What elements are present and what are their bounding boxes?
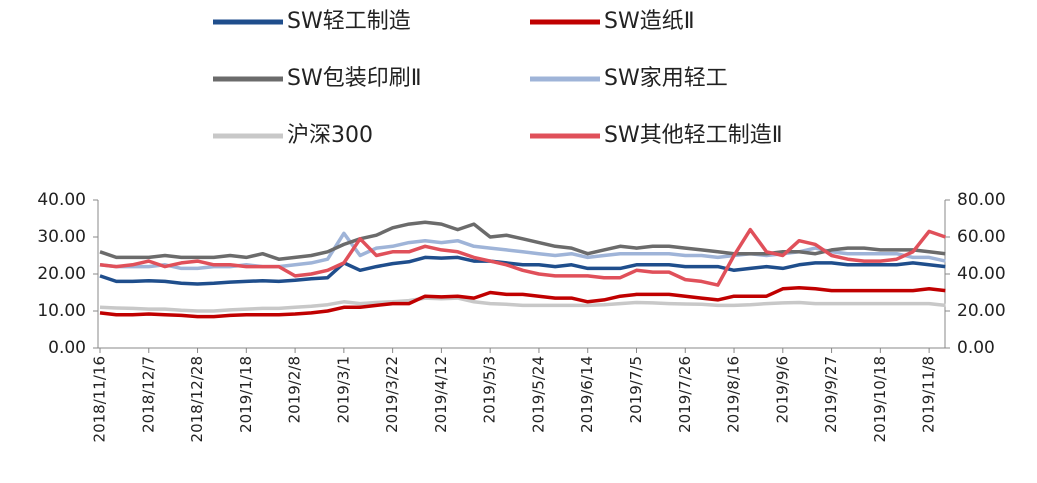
legend-label: SW造纸Ⅱ bbox=[604, 9, 695, 34]
y2-tick-label: 80.00 bbox=[957, 190, 1006, 210]
x-tick-label: 2019/6/14 bbox=[578, 356, 596, 433]
y2-tick-label: 40.00 bbox=[957, 264, 1006, 284]
x-tick-label: 2019/8/16 bbox=[725, 356, 743, 433]
legend-label: 沪深300 bbox=[287, 123, 373, 148]
y-tick-label: 20.00 bbox=[37, 264, 86, 284]
series-line bbox=[99, 227, 946, 287]
legend-label: SW家用轻工 bbox=[604, 66, 728, 91]
series-line bbox=[99, 220, 946, 261]
y-tick-label: 10.00 bbox=[37, 301, 86, 321]
x-tick-label: 2019/2/8 bbox=[286, 356, 304, 423]
x-tick-label: 2019/5/24 bbox=[529, 356, 547, 433]
x-tick-label: 2019/4/12 bbox=[432, 356, 450, 433]
series-line bbox=[99, 285, 946, 319]
x-tick-label: 2018/12/7 bbox=[139, 356, 157, 433]
y-tick-label: 0.00 bbox=[48, 338, 86, 358]
series-line bbox=[99, 296, 946, 313]
y-tick-label: 40.00 bbox=[37, 190, 86, 210]
x-tick-label: 2018/11/16 bbox=[91, 356, 109, 442]
x-tick-label: 2019/9/27 bbox=[822, 356, 840, 433]
x-tick-label: 2019/3/22 bbox=[383, 356, 401, 433]
x-tick-label: 2019/5/3 bbox=[481, 356, 499, 423]
x-tick-label: 2019/10/18 bbox=[871, 356, 889, 442]
x-tick-label: 2019/7/5 bbox=[627, 356, 645, 423]
y2-tick-label: 0.00 bbox=[957, 338, 995, 358]
y2-tick-label: 20.00 bbox=[957, 301, 1006, 321]
x-tick-label: 2019/11/8 bbox=[920, 356, 938, 433]
x-tick-label: 2019/9/6 bbox=[773, 356, 791, 423]
x-tick-label: 2018/12/28 bbox=[188, 356, 206, 442]
x-tick-label: 2019/7/26 bbox=[676, 356, 694, 433]
legend-label: SW其他轻工制造Ⅱ bbox=[604, 123, 783, 148]
legend-label: SW轻工制造 bbox=[287, 9, 411, 34]
x-tick-label: 2019/1/18 bbox=[237, 356, 255, 433]
y2-tick-label: 60.00 bbox=[957, 227, 1006, 247]
x-tick-label: 2019/3/1 bbox=[334, 356, 352, 423]
y-tick-label: 30.00 bbox=[37, 227, 86, 247]
legend-label: SW包装印刷Ⅱ bbox=[287, 66, 422, 91]
series-line bbox=[99, 255, 946, 286]
